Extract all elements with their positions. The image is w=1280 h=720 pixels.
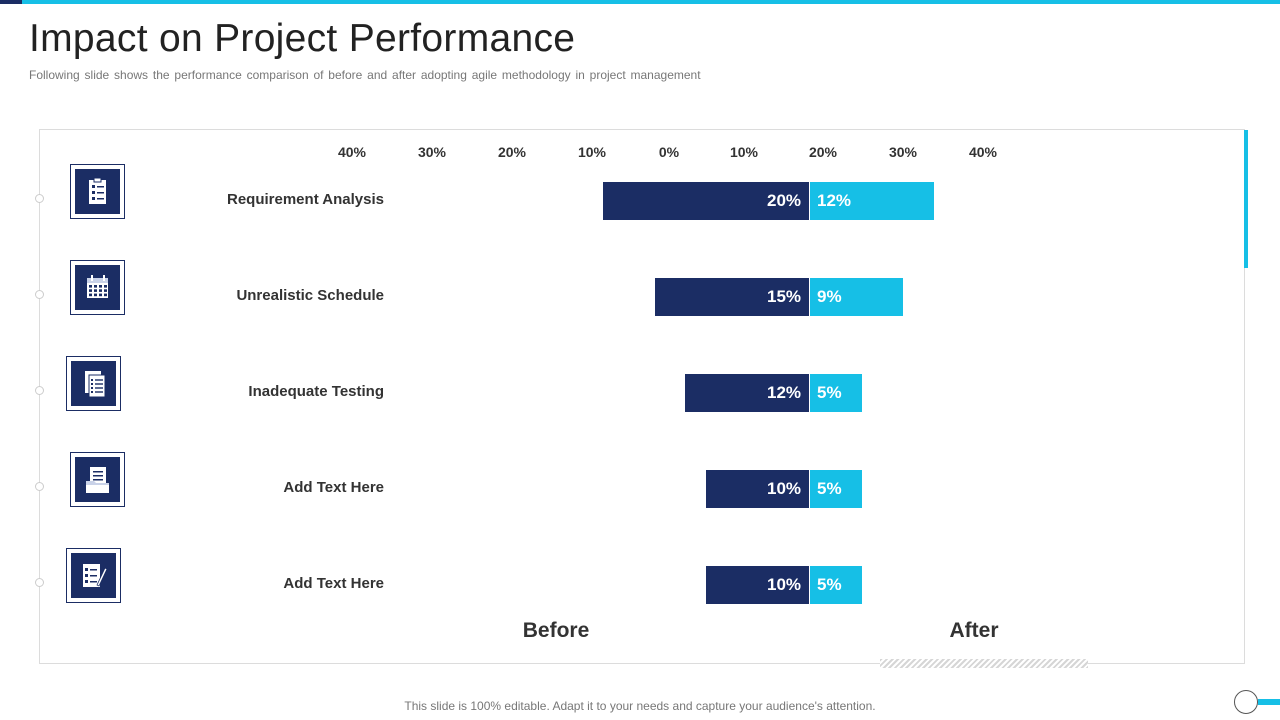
calendar-icon (75, 265, 120, 310)
hatch-decoration (880, 659, 1088, 668)
timeline-dot (35, 386, 44, 395)
bar-before (685, 374, 809, 412)
icon-frame (66, 548, 121, 603)
bar-after-value-label: 9% (817, 287, 842, 306)
bar-after-value-label: 5% (817, 575, 842, 594)
bar-after (810, 374, 862, 412)
bar-after-value-label: 5% (817, 383, 842, 402)
checklist-pen-icon (71, 553, 116, 598)
category-label: Inadequate Testing (248, 383, 384, 400)
axis-tick-label: 20% (808, 144, 838, 160)
bar-before-value-label: 12% (767, 383, 802, 402)
icon-frame (70, 260, 125, 315)
bar-before (603, 182, 809, 220)
panel-accent-bar (1244, 130, 1248, 268)
category-label: Requirement Analysis (227, 191, 384, 208)
test-report-icon (71, 361, 116, 406)
category-label: Add Text Here (283, 575, 384, 592)
bar-after (810, 182, 934, 220)
bar-after (810, 470, 862, 508)
timeline-dot (35, 482, 44, 491)
category-label: Unrealistic Schedule (236, 287, 384, 304)
bar-before-value-label: 10% (767, 575, 802, 594)
page-title: Impact on Project Performance (29, 17, 576, 60)
timeline-dot (35, 578, 44, 587)
top-accent-bar (0, 0, 1280, 4)
bar-before-value-label: 10% (767, 479, 802, 498)
icon-frame (70, 164, 125, 219)
axis-tick-label: 0% (658, 144, 680, 160)
axis-tick-label: 30% (417, 144, 447, 160)
bar-before (706, 470, 809, 508)
bar-after (810, 278, 903, 316)
bar-after (810, 566, 862, 604)
page-subtitle: Following slide shows the performance co… (29, 68, 701, 82)
category-label: Add Text Here (283, 479, 384, 496)
icon-frame (66, 356, 121, 411)
bar-before (654, 278, 809, 316)
bar-before-value-label: 20% (767, 191, 802, 210)
timeline-dot (35, 290, 44, 299)
bar-after-value-label: 5% (817, 479, 842, 498)
bar-before (706, 566, 809, 604)
chart-panel (39, 129, 1245, 664)
axis-tick-label: 20% (497, 144, 527, 160)
clipboard-icon (75, 169, 120, 214)
corner-accent-bar (1258, 699, 1280, 705)
icon-frame (70, 452, 125, 507)
footer-note: This slide is 100% editable. Adapt it to… (404, 699, 876, 713)
series-label-before: Before (522, 619, 590, 642)
bar-before-value-label: 15% (767, 287, 802, 306)
corner-circle-decoration (1234, 690, 1258, 714)
axis-tick-label: 30% (888, 144, 918, 160)
timeline-dot (35, 194, 44, 203)
axis-tick-label: 40% (968, 144, 998, 160)
axis-tick-label: 40% (337, 144, 367, 160)
document-folder-icon (75, 457, 120, 502)
axis-tick-label: 10% (729, 144, 759, 160)
bar-after-value-label: 12% (817, 191, 852, 210)
top-accent-bar-dark (0, 0, 22, 4)
axis-tick-label: 10% (577, 144, 607, 160)
series-label-after: After (949, 619, 999, 642)
